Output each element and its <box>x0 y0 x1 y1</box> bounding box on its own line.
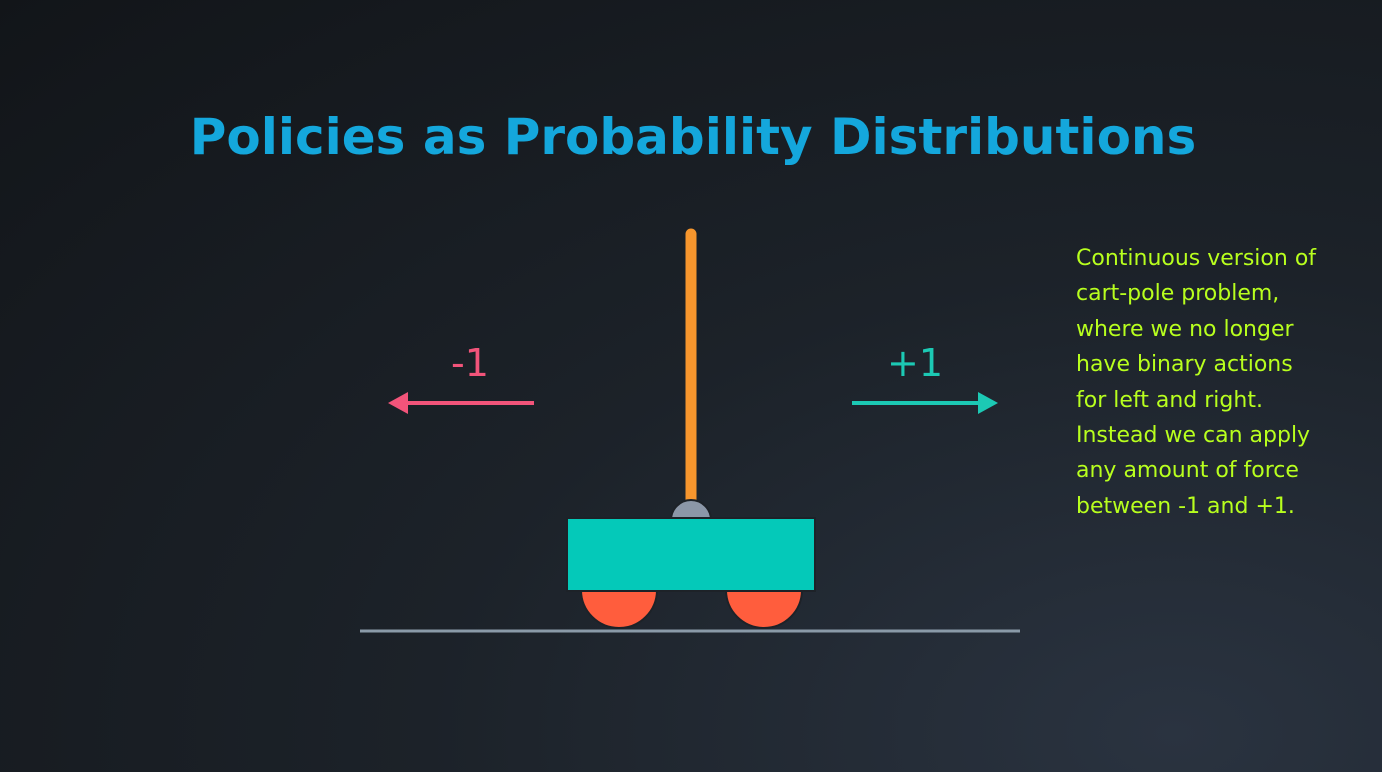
slide-title: Policies as Probability Distributions <box>189 108 1197 166</box>
right-force-label: +1 <box>887 341 943 385</box>
note-line: any amount of force <box>1076 458 1299 484</box>
cart <box>566 517 816 592</box>
pivot-joint <box>669 499 713 521</box>
note-line: Continuous version of <box>1076 246 1317 271</box>
left-arrow <box>388 392 534 414</box>
left-force-label: -1 <box>451 341 489 385</box>
right-wheel <box>724 589 804 629</box>
note-line: have binary actions <box>1076 352 1293 378</box>
left-wheel <box>579 589 659 629</box>
note-line: between -1 and +1. <box>1076 493 1295 519</box>
note-line: for left and right. <box>1076 387 1263 413</box>
note-line: cart-pole problem, <box>1076 281 1280 307</box>
note-line: Instead we can apply <box>1076 423 1311 449</box>
right-arrow <box>852 392 998 414</box>
description-note: Continuous version of cart-pole problem,… <box>1076 241 1366 524</box>
note-line: where we no longer <box>1076 316 1294 342</box>
